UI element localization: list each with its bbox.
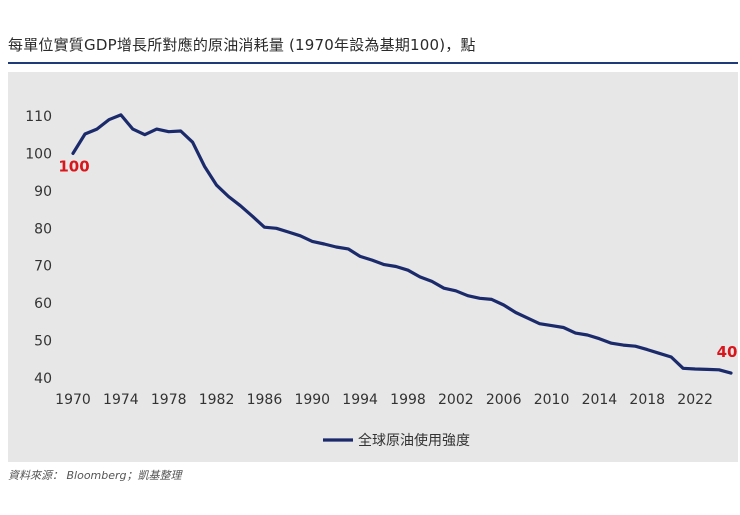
x-tick-label: 1990 — [294, 392, 330, 408]
x-axis: 1970 1974 1978 1982 1986 1990 1994 1998 2002 2006… — [55, 392, 713, 408]
x-tick-label: 2010 — [534, 392, 570, 408]
x-tick-label: 2002 — [438, 392, 474, 408]
y-tick-label: 90 — [34, 184, 52, 200]
x-tick-label: 1978 — [151, 392, 187, 408]
y-tick-label: 110 — [25, 109, 52, 125]
x-tick-label: 1982 — [199, 392, 235, 408]
y-tick-label: 80 — [34, 221, 52, 237]
x-tick-label: 2014 — [582, 392, 618, 408]
y-tick-label: 40 — [34, 371, 52, 387]
x-tick-label: 1970 — [55, 392, 91, 408]
y-axis: 40 50 60 70 80 90 100 110 — [25, 109, 52, 387]
y-tick-label: 70 — [34, 259, 52, 275]
legend: 全球原油使用強度 — [323, 432, 470, 449]
x-tick-label: 2022 — [677, 392, 713, 408]
series-line — [71, 113, 733, 375]
chart-title: 每單位實質GDP增長所對應的原油消耗量 (1970年設為基期100)，點 — [8, 36, 476, 54]
x-tick-label: 1974 — [103, 392, 139, 408]
chart-panel — [8, 72, 738, 462]
y-tick-label: 100 — [25, 146, 52, 162]
x-tick-label: 1994 — [342, 392, 378, 408]
data-label: 40 — [717, 343, 738, 361]
source-note: 資料來源： Bloomberg；凱基整理 — [8, 469, 182, 482]
x-tick-label: 1986 — [247, 392, 283, 408]
title-divider — [8, 62, 738, 64]
legend-label: 全球原油使用強度 — [358, 432, 470, 449]
y-tick-label: 60 — [34, 296, 52, 312]
x-tick-label: 2018 — [629, 392, 665, 408]
x-tick-label: 2006 — [486, 392, 522, 408]
x-tick-label: 1998 — [390, 392, 426, 408]
series-layer — [71, 113, 733, 375]
data-label: 100 — [58, 157, 89, 175]
annotation-layer: 100 40 — [58, 157, 737, 361]
y-tick-label: 50 — [34, 334, 52, 350]
